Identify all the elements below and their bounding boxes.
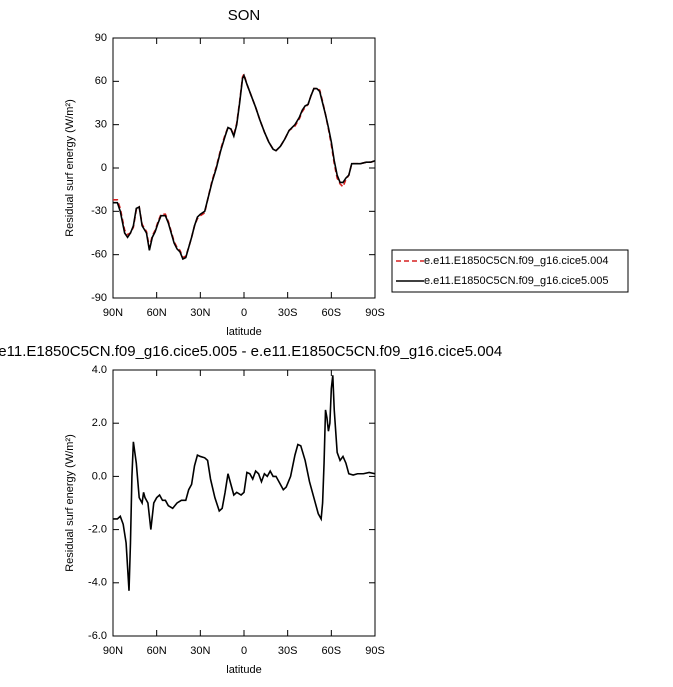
y-tick-label: -4.0 <box>88 577 107 589</box>
data-line <box>113 375 376 591</box>
x-axis-label: latitude <box>226 326 261 338</box>
y-tick-label: 0.0 <box>92 470 107 482</box>
y-tick-label: 60 <box>95 75 107 87</box>
legend-label: e.e11.E1850C5CN.f09_g16.cice5.004 <box>424 255 609 267</box>
x-axis-label: latitude <box>226 664 261 676</box>
x-tick-label: 60N <box>147 307 167 319</box>
legend-box <box>391 249 629 293</box>
legend-label: e.e11.E1850C5CN.f09_g16.cice5.005 <box>424 275 609 287</box>
y-tick-label: 0 <box>101 162 107 174</box>
y-tick-label: -6.0 <box>88 630 107 642</box>
x-tick-label: 0 <box>241 645 247 657</box>
y-axis-label: Residual surf energy (W/m²) <box>64 99 76 237</box>
x-tick-label: 90S <box>365 307 385 319</box>
x-tick-label: 90N <box>103 307 123 319</box>
y-tick-label: -90 <box>91 292 107 304</box>
x-tick-label: 30N <box>190 645 210 657</box>
x-tick-label: 30S <box>278 645 298 657</box>
y-tick-label: -60 <box>91 249 107 261</box>
chart-title: e.e11.E1850C5CN.f09_g16.cice5.005 - e.e1… <box>0 343 502 360</box>
y-tick-label: 30 <box>95 119 107 131</box>
x-tick-label: 60N <box>147 645 167 657</box>
y-tick-label: 2.0 <box>92 417 107 429</box>
data-line <box>113 73 376 261</box>
y-axis-label: Residual surf energy (W/m²) <box>64 434 76 572</box>
y-tick-label: -2.0 <box>88 524 107 536</box>
x-tick-label: 90N <box>103 645 123 657</box>
y-tick-label: -30 <box>91 205 107 217</box>
x-tick-label: 60S <box>322 645 342 657</box>
x-tick-label: 60S <box>322 307 342 319</box>
x-tick-label: 0 <box>241 307 247 319</box>
x-tick-label: 90S <box>365 645 385 657</box>
y-tick-label: 4.0 <box>92 364 107 376</box>
chart-title: SON <box>228 7 261 24</box>
plot-frame <box>112 369 376 637</box>
x-tick-label: 30S <box>278 307 298 319</box>
x-tick-label: 30N <box>190 307 210 319</box>
y-tick-label: 90 <box>95 32 107 44</box>
